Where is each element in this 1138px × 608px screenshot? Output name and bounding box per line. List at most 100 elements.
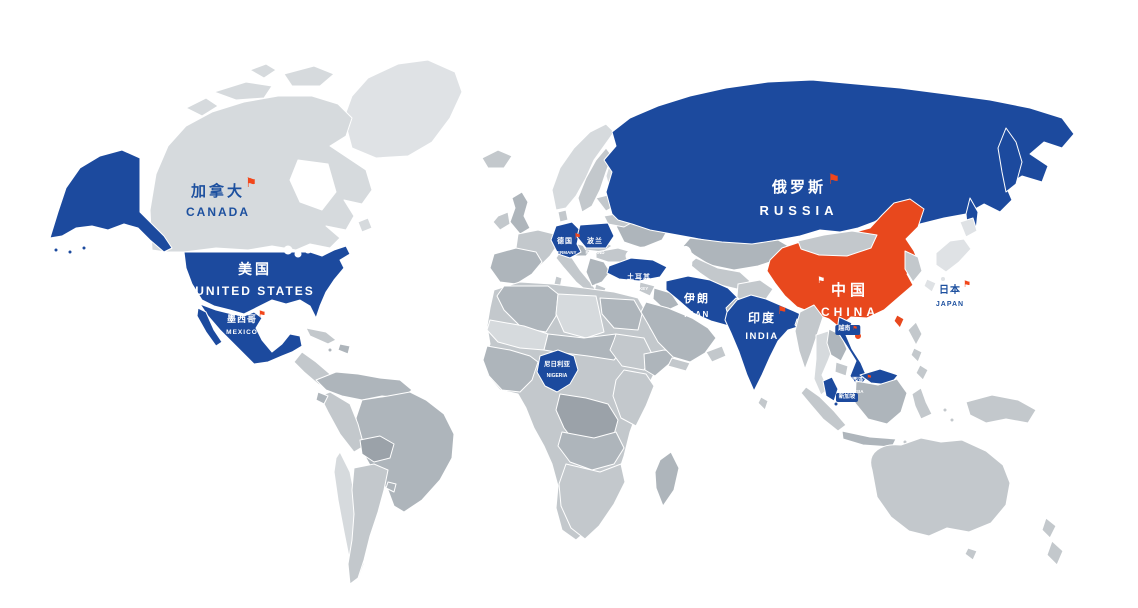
map-label-malaysia: 马来西亚 ⚑ MALAYSIA xyxy=(839,368,872,395)
country-name-en: TURKEY xyxy=(629,285,649,291)
island-cuba xyxy=(305,327,337,345)
caribbean-island xyxy=(327,347,333,353)
map-label-canada: 加拿大 ⚑ CANADA xyxy=(186,176,257,220)
country-name-zh: 越南 ⚑ xyxy=(835,325,861,335)
island-hispaniola xyxy=(337,343,351,355)
canada-arctic-island xyxy=(283,65,335,87)
island-sumatra xyxy=(800,386,847,432)
country-name-zh: 中国 ⚑ xyxy=(817,276,869,301)
map-label-poland: 波兰 POLAND xyxy=(586,229,605,256)
country-name-en: POLAND xyxy=(585,249,605,255)
country-mali-mauritania xyxy=(486,319,549,351)
country-angola-zambia xyxy=(557,431,625,471)
country-name-en: RUSSIA xyxy=(759,202,839,218)
map-label-germany: 德国 ⚑ GERMANY xyxy=(553,229,581,256)
map-label-vietnam: 越南 ⚑ xyxy=(835,316,861,337)
maluku-island xyxy=(949,417,955,423)
flag-icon: ⚑ xyxy=(257,309,267,319)
map-label-singapore: 新加坡 SINGAPORE xyxy=(835,384,859,410)
island-java xyxy=(841,430,897,448)
country-name-en: JAPAN xyxy=(935,300,965,308)
island-madagascar xyxy=(654,451,680,507)
country-united-states xyxy=(183,245,351,319)
philippines-luzon xyxy=(907,321,923,346)
flag-icon: ⚑ xyxy=(573,232,582,241)
country-name-zh: 美国 xyxy=(238,260,272,278)
country-mexico xyxy=(199,303,303,365)
map-label-turkey: 土耳其 TURKEY xyxy=(627,265,651,292)
island-sri-lanka xyxy=(757,396,769,411)
iran-zh-text: 伊朗 xyxy=(684,293,710,305)
canada-arctic-island xyxy=(249,63,277,79)
united-states-zh-text: 美国 xyxy=(238,261,272,277)
country-name-en: UNITED STATES xyxy=(195,283,315,298)
country-ecuador xyxy=(315,391,329,405)
map-label-russia: 俄罗斯 ⚑ RUSSIA xyxy=(759,172,840,220)
new-zealand-south xyxy=(1046,540,1064,566)
country-egypt xyxy=(599,297,643,331)
country-name-en: MALAYSIA xyxy=(840,388,864,394)
map-label-mexico: 墨西哥 ⚑ MEXICO xyxy=(226,308,266,337)
country-yemen xyxy=(667,357,691,372)
country-name-en: NIGERIA xyxy=(546,372,568,379)
country-turkey xyxy=(606,257,668,282)
canada-arctic-island xyxy=(185,97,219,117)
country-iceland xyxy=(481,149,513,169)
germany-zh-text: 德国 xyxy=(556,238,573,245)
country-bolivia xyxy=(359,435,395,463)
country-name-en: CHINA xyxy=(821,304,879,319)
country-kazakhstan xyxy=(682,237,791,271)
nigeria-zh-text: 尼日利亚 xyxy=(544,361,570,368)
japan-kyushu xyxy=(923,278,937,293)
country-name-zh: 日本 ⚑ xyxy=(939,280,971,297)
flag-icon: ⚑ xyxy=(777,305,789,317)
india-zh-text: 印度 xyxy=(747,311,776,325)
malaysia-zh-text: 马来西亚 xyxy=(839,378,865,384)
country-cambodia xyxy=(834,361,849,377)
country-niger-chad xyxy=(543,333,625,361)
country-india xyxy=(724,294,808,392)
country-name-zh: 土耳其 xyxy=(627,273,651,282)
island-taiwan xyxy=(893,314,905,329)
country-name-en: SINGAPORE xyxy=(834,404,860,410)
east-africa xyxy=(612,369,655,427)
country-name-zh: 俄罗斯 ⚑ xyxy=(771,172,840,198)
map-label-united-states: 美国 UNITED STATES xyxy=(195,260,315,299)
japan-zh-text: 日本 xyxy=(939,285,961,296)
country-uruguay xyxy=(385,481,397,493)
country-name-en: GERMANY xyxy=(553,249,577,255)
great-lake xyxy=(304,246,312,254)
country-name-zh: 加拿大 ⚑ xyxy=(190,176,257,202)
mexico-zh-text: 墨西哥 xyxy=(226,314,257,324)
great-lake xyxy=(283,245,293,255)
country-greenland xyxy=(343,59,463,159)
hudson-bay xyxy=(289,159,337,211)
country-sudan xyxy=(609,333,653,371)
country-name-zh: 德国 ⚑ xyxy=(556,233,581,246)
central-asia-states xyxy=(688,257,751,290)
japan-honshu xyxy=(935,238,972,273)
country-singapore xyxy=(833,401,839,407)
japan-hokkaido xyxy=(959,217,978,238)
map-label-iran: 伊朗 IRAN xyxy=(684,288,710,320)
korean-peninsula xyxy=(904,250,923,283)
country-name-zh: 墨西哥 ⚑ xyxy=(226,310,266,326)
aleutian-island xyxy=(81,245,87,251)
aleutian-island xyxy=(53,247,59,253)
turkey-zh-text: 土耳其 xyxy=(627,274,651,281)
country-algeria xyxy=(496,285,559,333)
new-zealand-north xyxy=(1041,517,1057,539)
country-myanmar xyxy=(794,304,824,370)
country-denmark xyxy=(557,209,569,223)
country-name-en: IRAN xyxy=(684,309,710,319)
map-label-japan: 日本 ⚑ JAPAN xyxy=(935,279,971,309)
country-canada xyxy=(149,95,373,253)
flag-icon: ⚑ xyxy=(866,375,873,381)
country-syria xyxy=(638,281,656,297)
country-peru xyxy=(319,391,365,453)
canada-zh-text: 加拿大 xyxy=(190,183,245,200)
balkans xyxy=(585,257,611,287)
country-name-en: MEXICO xyxy=(226,328,258,336)
russia-zh-text: 俄罗斯 xyxy=(771,179,826,196)
